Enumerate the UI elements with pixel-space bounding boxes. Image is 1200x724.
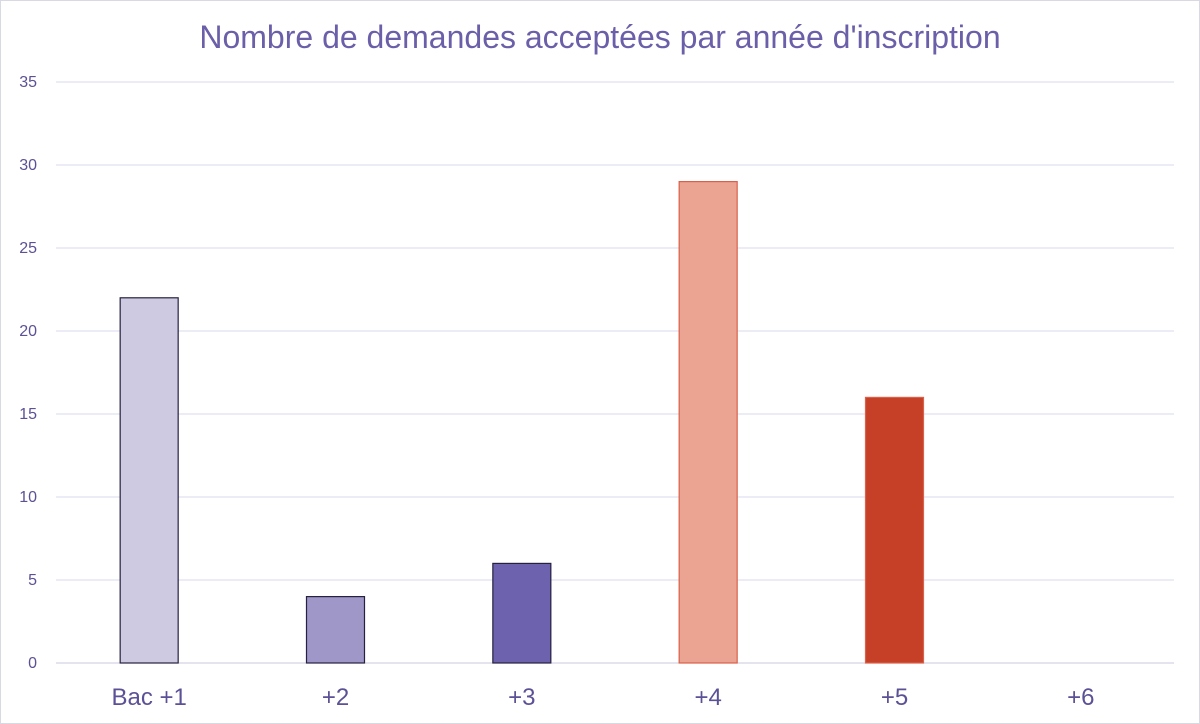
x-tick-label: Bac +1	[111, 684, 186, 711]
chart-title: Nombre de demandes acceptées par année d…	[199, 19, 1001, 55]
y-tick-label: 15	[19, 406, 37, 423]
x-tick-label: +6	[1067, 684, 1094, 711]
y-axis-ticks: 0 5 10 15 20 25 30 35	[19, 74, 37, 672]
x-axis-labels: Bac +1 +2 +3 +4 +5 +6	[111, 684, 1094, 711]
bar	[492, 562, 552, 664]
y-tick-label: 0	[28, 655, 37, 672]
y-tick-label: 30	[19, 157, 37, 174]
bar	[119, 297, 179, 664]
x-tick-label: +4	[694, 684, 721, 711]
bar	[305, 595, 366, 664]
y-tick-label: 20	[19, 323, 37, 340]
y-tick-label: 10	[19, 489, 37, 506]
y-tick-label: 35	[19, 74, 37, 91]
x-tick-label: +2	[322, 684, 349, 711]
gridlines	[56, 81, 1174, 664]
bar	[864, 396, 925, 664]
y-tick-label: 5	[28, 572, 37, 589]
bars	[119, 181, 925, 664]
x-tick-label: +5	[881, 684, 908, 711]
x-tick-label: +3	[508, 684, 535, 711]
y-tick-label: 25	[19, 240, 37, 257]
bar	[678, 181, 738, 664]
